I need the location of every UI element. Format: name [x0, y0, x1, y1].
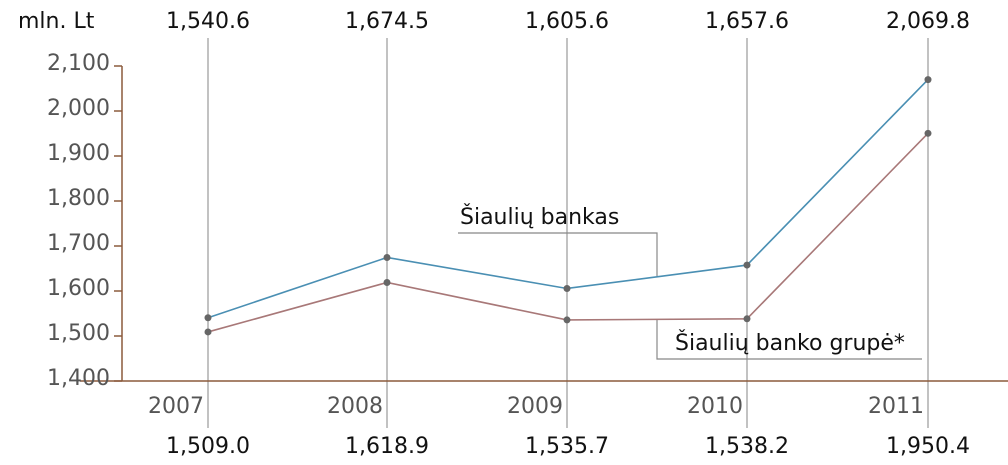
- value-label: 1,950.4: [886, 434, 970, 459]
- series-line: [207, 79, 929, 319]
- x-tick-label: 2007: [148, 394, 204, 419]
- y-tick-label: 2,000: [47, 96, 110, 121]
- series-label: Šiaulių bankas: [460, 204, 619, 230]
- value-label: 1,605.6: [525, 9, 609, 34]
- y-tick-label: 1,500: [47, 321, 110, 346]
- value-label: 1,535.7: [525, 434, 609, 459]
- data-point: [204, 328, 212, 336]
- y-tick-label: 2,100: [47, 51, 110, 76]
- x-tick-label: 2009: [507, 394, 563, 419]
- data-point: [383, 278, 391, 286]
- y-tick-label: 1,800: [47, 186, 110, 211]
- annotation-leader: [656, 320, 922, 360]
- value-label: 1,509.0: [166, 434, 250, 459]
- data-point: [563, 316, 571, 324]
- value-label: 1,674.5: [345, 9, 429, 34]
- data-point: [383, 253, 391, 261]
- value-label: 2,069.8: [886, 9, 970, 34]
- y-axis-label: mln. Lt: [18, 9, 95, 34]
- annotation-leader: [458, 232, 658, 276]
- y-tick-label: 1,900: [47, 141, 110, 166]
- x-tick-label: 2008: [327, 394, 383, 419]
- value-label: 1,657.6: [705, 9, 789, 34]
- data-point: [563, 284, 571, 292]
- y-tick-label: 1,700: [47, 231, 110, 256]
- data-point: [204, 314, 212, 322]
- series-label: Šiaulių banko grupė*: [675, 330, 905, 356]
- x-tick-label: 2011: [868, 394, 924, 419]
- y-tick-label: 1,600: [47, 276, 110, 301]
- value-label: 1,538.2: [705, 434, 789, 459]
- data-point: [743, 261, 751, 269]
- data-point: [743, 315, 751, 323]
- value-label: 1,540.6: [166, 9, 250, 34]
- data-point: [924, 76, 932, 84]
- y-tick-label: 1,400: [47, 366, 110, 391]
- value-label: 1,618.9: [345, 434, 429, 459]
- x-tick-label: 2010: [687, 394, 743, 419]
- data-point: [924, 129, 932, 137]
